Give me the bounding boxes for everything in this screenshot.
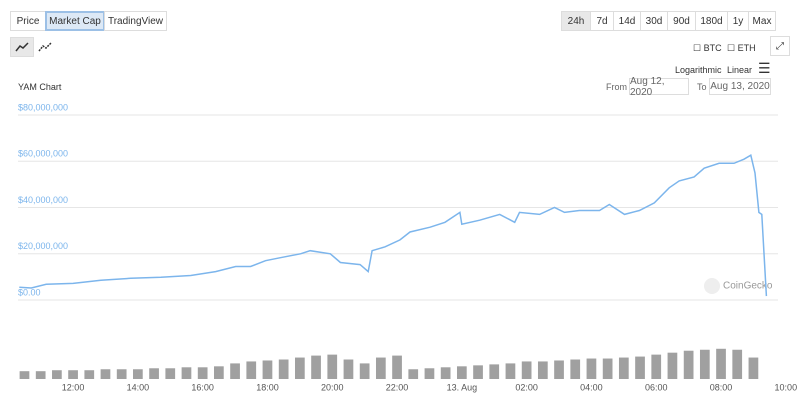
volume-bar (456, 366, 467, 379)
watermark-logo (704, 278, 720, 294)
volume-bar (586, 358, 597, 379)
x-tick-label: 12:00 (62, 382, 85, 392)
volume-bar (35, 371, 46, 379)
price-line (19, 154, 768, 297)
volume-bar (327, 354, 338, 379)
y-tick-label: $0.00 (18, 287, 41, 297)
volume-bar (278, 359, 289, 379)
volume-bar (489, 364, 500, 379)
volume-bar (716, 348, 726, 379)
volume-bar (197, 367, 208, 379)
y-tick-label: $40,000,000 (18, 195, 68, 205)
range-tab[interactable]: 7d (590, 11, 614, 31)
x-tick-label: 22:00 (386, 382, 409, 392)
volume-bar (473, 365, 483, 379)
volume-bar (359, 363, 370, 379)
range-tab[interactable]: 24h (561, 11, 591, 31)
compare-btc[interactable]: ☐ BTC (693, 43, 722, 53)
volume-bar (375, 357, 386, 379)
x-tick-label: 06:00 (645, 382, 668, 392)
from-label: From (606, 82, 627, 92)
compare-eth[interactable]: ☐ ETH (727, 43, 756, 53)
view-tab[interactable]: Market Cap (45, 11, 105, 31)
range-tab[interactable]: 90d (667, 11, 696, 31)
volume-bar (732, 349, 743, 379)
volume-bar (230, 363, 240, 379)
volume-bar (537, 361, 548, 379)
volume-bar (294, 357, 305, 379)
volume-bar (602, 358, 613, 379)
scale-option[interactable]: Linear (727, 65, 753, 75)
volume-bar (311, 355, 321, 379)
range-tab[interactable]: 1y (727, 11, 749, 31)
view-tab[interactable]: TradingView (104, 11, 167, 31)
ohlc-toggle[interactable] (34, 37, 56, 57)
volume-bar (84, 370, 95, 379)
x-tick-label: 02:00 (515, 382, 538, 392)
line-toggle[interactable] (10, 37, 34, 57)
volume-bar (133, 369, 143, 379)
x-tick-label: 08:00 (710, 382, 733, 392)
scale-option[interactable]: Logarithmic (675, 65, 722, 75)
volume-bar (68, 370, 78, 379)
chart-title: YAM Chart (18, 82, 62, 92)
x-tick-label: 10:00 (775, 382, 798, 392)
volume-bar (440, 367, 451, 379)
volume-bar (554, 360, 564, 379)
volume-bar (214, 366, 224, 379)
y-tick-label: $80,000,000 (18, 102, 68, 112)
x-tick-label: 14:00 (127, 382, 150, 392)
fullscreen[interactable]: ⤢ (770, 36, 790, 56)
icon (15, 42, 29, 52)
volume-bar (651, 354, 662, 379)
volume-bar (683, 350, 694, 379)
compare-label: BTC (703, 43, 722, 53)
volume-bar (699, 349, 710, 379)
volume-bar (262, 360, 273, 379)
volume-bar (116, 369, 127, 379)
volume-bar (748, 357, 759, 379)
volume-bar (667, 352, 678, 379)
x-tick-label: 18:00 (256, 382, 279, 392)
volume-bar (181, 367, 192, 379)
volume-bar (246, 361, 257, 379)
range-tab[interactable]: 30d (640, 11, 668, 31)
volume-bar (618, 357, 629, 379)
watermark: CoinGecko (723, 281, 773, 292)
volume-bar (635, 356, 645, 379)
volume-bar (149, 368, 159, 379)
to-date[interactable]: Aug 13, 2020 (709, 78, 771, 95)
volume-bar (392, 355, 402, 379)
x-tick-label: 13. Aug (447, 382, 478, 392)
volume-bar (100, 369, 111, 379)
icon (38, 42, 52, 52)
volume-bar (343, 359, 354, 379)
x-tick-label: 04:00 (580, 382, 603, 392)
y-tick-label: $60,000,000 (18, 149, 68, 159)
volume-bar (570, 359, 581, 379)
y-tick-label: $20,000,000 (18, 241, 68, 251)
range-tab[interactable]: Max (748, 11, 776, 31)
volume-bar (19, 371, 30, 379)
compare-label: ETH (737, 43, 756, 53)
from-date[interactable]: Aug 12, 2020 (629, 76, 689, 98)
range-tab[interactable]: 14d (613, 11, 641, 31)
x-tick-label: 20:00 (321, 382, 344, 392)
volume-bar (521, 361, 532, 379)
volume-bar (424, 368, 435, 379)
menu[interactable]: ☰ (758, 60, 771, 76)
x-tick-label: 16:00 (191, 382, 214, 392)
to-label: To (697, 82, 707, 92)
volume-bar (165, 368, 176, 379)
range-tab[interactable]: 180d (695, 11, 728, 31)
volume-bar (408, 369, 419, 379)
volume-bar (505, 363, 516, 379)
volume-bar (52, 370, 62, 379)
